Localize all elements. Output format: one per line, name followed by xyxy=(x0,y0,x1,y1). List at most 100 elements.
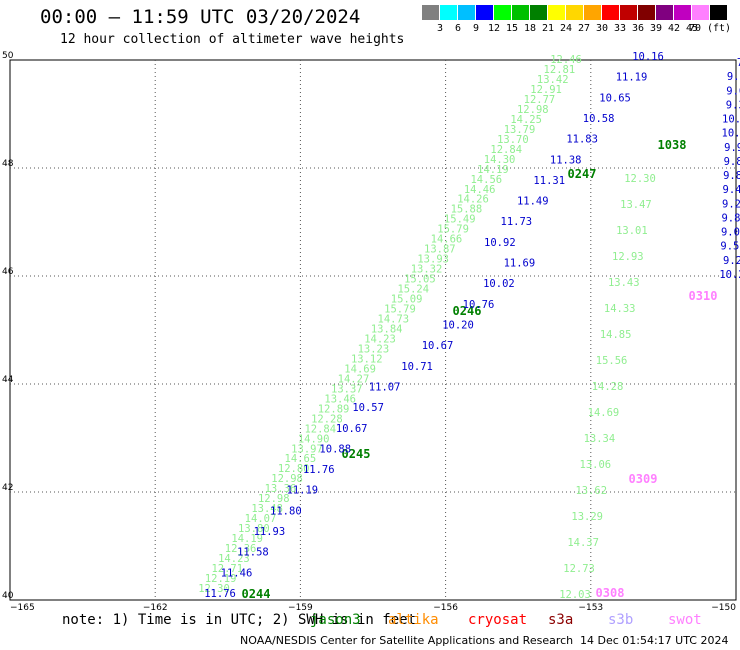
swh-value-label: 12.80 xyxy=(278,463,310,475)
scale-swatch xyxy=(692,5,709,20)
lon-tick-label: −159 xyxy=(288,603,313,613)
swh-value-label: 10.20 xyxy=(442,320,474,332)
swh-value-label: 11.93 xyxy=(254,526,286,538)
scale-swatch xyxy=(458,5,475,20)
scale-label: 39 xyxy=(649,23,663,34)
scale-label: 15 xyxy=(505,23,519,34)
swh-value-label: 12.91 xyxy=(530,84,562,96)
swh-value-label: 12.93 xyxy=(612,251,644,263)
scale-label: 27 xyxy=(577,23,591,34)
swh-value-label: 14.28 xyxy=(592,381,624,393)
swh-value-label: 14.26 xyxy=(457,194,489,206)
pass-time-label: 0246 xyxy=(453,304,482,318)
scale-label: 45 xyxy=(685,23,699,34)
swh-value-label: 12.84 xyxy=(304,423,336,435)
swh-value-label: 10.67 xyxy=(336,423,368,435)
scale-swatch xyxy=(422,5,439,20)
swh-value-label: 12.30 xyxy=(624,173,656,185)
scale-label: 21 xyxy=(541,23,555,34)
lon-tick-label: −150 xyxy=(711,603,736,613)
swh-value-label: 13.32 xyxy=(411,264,443,276)
swh-value-label: 13.47 xyxy=(620,199,652,211)
lat-tick-label: 46 xyxy=(2,267,14,277)
swh-value-label: 15.24 xyxy=(397,284,429,296)
swh-value-label: 12.46 xyxy=(550,54,582,66)
scale-swatch xyxy=(476,5,493,20)
swh-value-label: 11.80 xyxy=(270,505,302,517)
swh-value-label: 9.19 xyxy=(727,71,740,83)
swh-value-label: 14.27 xyxy=(338,373,370,385)
swh-value-label: 11.31 xyxy=(533,175,565,187)
legend-satellite-swot: swot xyxy=(668,612,702,628)
legend-satellite-s3b: s3b xyxy=(608,612,634,628)
scale-swatch xyxy=(548,5,565,20)
swh-value-label: 12.03 xyxy=(559,589,591,601)
scale-swatch xyxy=(638,5,655,20)
pass-time-label: 0309 xyxy=(629,472,658,486)
swh-value-label: 10.36 xyxy=(722,128,740,140)
swh-value-label: 10.71 xyxy=(401,361,433,373)
swh-value-label: 12.28 xyxy=(311,413,343,425)
swh-value-label: 13.62 xyxy=(575,485,607,497)
legend-satellite-altika: altika xyxy=(388,612,439,628)
swh-value-label: 13.46 xyxy=(324,393,356,405)
scale-swatch xyxy=(710,5,727,20)
scale-swatch xyxy=(602,5,619,20)
swh-value-label: 13.01 xyxy=(616,225,648,237)
swh-value-label: 13.97 xyxy=(291,443,323,455)
swh-value-label: 14.65 xyxy=(285,453,317,465)
swh-value-label: 11.38 xyxy=(550,154,582,166)
map-frame xyxy=(9,59,737,601)
swh-value-label: 10.2 xyxy=(719,269,740,281)
scale-label: 3 xyxy=(436,23,444,34)
map-subtitle: 12 hour collection of altimeter wave hei… xyxy=(60,32,405,47)
swh-value-label: 13.70 xyxy=(497,134,529,146)
scale-swatch xyxy=(440,5,457,20)
swh-value-label: 15.79 xyxy=(437,224,469,236)
swh-value-label: 10.67 xyxy=(422,340,454,352)
lat-tick-label: 44 xyxy=(2,375,14,385)
swh-value-label: 10.92 xyxy=(484,237,516,249)
swh-value-label: 13.48 xyxy=(251,503,283,515)
swh-value-label: 15.49 xyxy=(444,214,476,226)
scale-label: 18 xyxy=(523,23,537,34)
swh-value-label: 11.58 xyxy=(237,547,269,559)
swh-value-label: 14.69 xyxy=(588,407,620,419)
swh-value-label: 12.98 xyxy=(271,473,303,485)
swh-value-label: 11.46 xyxy=(221,567,253,579)
swh-value-label: 15.09 xyxy=(391,294,423,306)
swh-value-label: 13.87 xyxy=(424,244,456,256)
scale-label: 24 xyxy=(559,23,573,34)
swh-value-label: 10.58 xyxy=(583,113,615,125)
swh-value-label: 14.19 xyxy=(231,533,263,545)
legend-satellite-s3a: s3a xyxy=(548,612,574,628)
swh-value-label: 9.46 xyxy=(723,184,740,196)
swh-value-label: 13.42 xyxy=(537,74,569,86)
scale-swatch xyxy=(656,5,673,20)
swh-value-label: 11.69 xyxy=(504,258,536,270)
swh-value-label: 10.35 xyxy=(722,114,740,126)
swh-value-label: 13.34 xyxy=(584,433,616,445)
credit-text: NOAA/NESDIS Center for Satellite Applica… xyxy=(240,634,574,647)
lon-tick-label: −165 xyxy=(10,603,35,613)
pass-time-label: 0247 xyxy=(568,167,597,181)
legend-note: note: 1) Time is in UTC; 2) SWH is in fe… xyxy=(62,612,417,628)
scale-label: 6 xyxy=(454,23,462,34)
swh-value-label: 13.84 xyxy=(371,323,403,335)
scale-swatch xyxy=(512,5,529,20)
swh-value-label: 9.05 xyxy=(726,85,740,97)
swh-value-label: 12.77 xyxy=(524,94,556,106)
swh-value-label: 10.16 xyxy=(632,51,664,63)
scale-swatch xyxy=(494,5,511,20)
swh-value-label: 13.06 xyxy=(580,459,612,471)
swh-value-label: 15.79 xyxy=(384,304,416,316)
swh-value-label: 15.88 xyxy=(451,204,483,216)
legend-satellite-jason3: jason3 xyxy=(310,612,361,628)
swh-value-label: 9.83 xyxy=(723,170,740,182)
swh-value-label: 7 xyxy=(737,57,740,69)
swh-value-label: 12.73 xyxy=(563,563,595,575)
swh-value-label: 14.66 xyxy=(431,234,463,246)
swh-value-label: 13.23 xyxy=(358,343,390,355)
swh-value-label: 14.56 xyxy=(470,174,502,186)
scale-label: 30 xyxy=(595,23,609,34)
